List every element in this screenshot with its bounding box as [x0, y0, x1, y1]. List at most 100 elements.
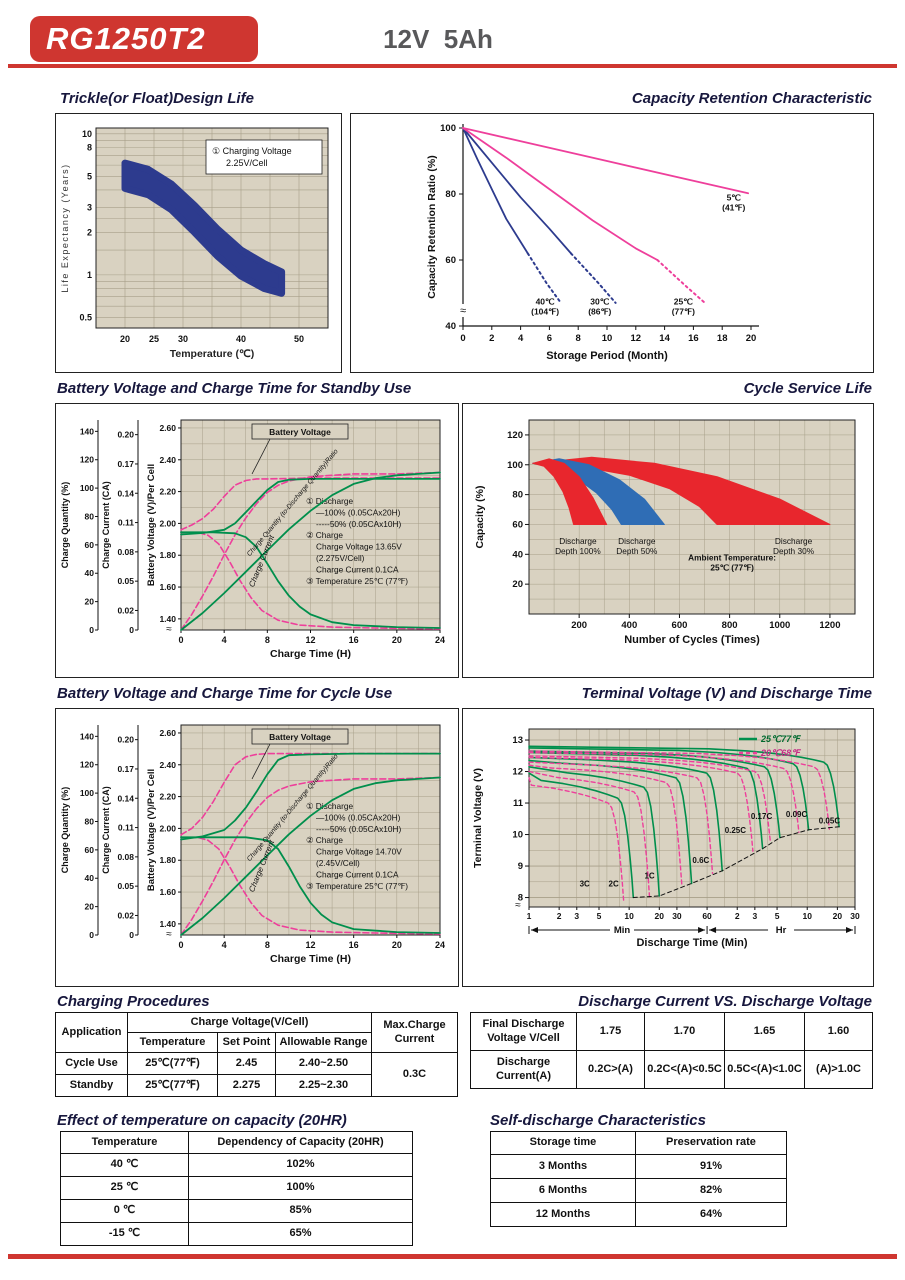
svg-text:8: 8: [265, 940, 270, 950]
discharge-curve-20c: [528, 756, 754, 852]
svg-text:1200: 1200: [819, 620, 840, 631]
svg-text:Charge Quantity (%): Charge Quantity (%): [60, 787, 70, 874]
svg-text:Charge Quantity (%): Charge Quantity (%): [60, 482, 70, 569]
temp-capacity-cell: 40 ℃: [60, 1153, 189, 1177]
svg-text:0.20: 0.20: [117, 430, 134, 440]
current-50-line: [180, 531, 441, 630]
svg-text:6: 6: [547, 333, 552, 344]
section-title-self-discharge: Self-discharge Characteristics: [490, 1112, 706, 1129]
svg-text:18: 18: [717, 333, 728, 344]
section-title-charge-standby: Battery Voltage and Charge Time for Stan…: [57, 380, 412, 397]
charging-cell-max-current: 0.3C: [371, 1052, 458, 1097]
svg-text:0.02: 0.02: [117, 605, 134, 615]
self-discharge-cell: 6 Months: [490, 1178, 636, 1203]
svg-text:2: 2: [489, 333, 494, 344]
svg-text:Life Expectancy (Years): Life Expectancy (Years): [60, 163, 70, 292]
voltage-100-line: [180, 752, 441, 841]
svg-text:120: 120: [80, 455, 94, 465]
svg-text:0: 0: [460, 333, 465, 344]
knee-line: [632, 826, 840, 898]
section-title-charge-cycle: Battery Voltage and Charge Time for Cycl…: [57, 685, 393, 702]
discharge-curve-20c: [528, 755, 771, 841]
svg-text:2C: 2C: [609, 880, 619, 889]
discharge-curve-20c: [528, 764, 683, 887]
svg-text:2.20: 2.20: [159, 792, 176, 802]
section-title-terminal-voltage: Terminal Voltage (V) and Discharge Time: [581, 685, 872, 702]
charging-header-temperature: Temperature: [127, 1032, 218, 1053]
svg-text:8: 8: [265, 635, 270, 645]
discharge-curve-20c: [528, 777, 625, 901]
temp-capacity-cell: 102%: [188, 1153, 413, 1177]
svg-text:0: 0: [178, 940, 183, 950]
svg-text:40: 40: [445, 321, 456, 332]
svg-text:-----50% (0.05CAx10H): -----50% (0.05CAx10H): [316, 519, 402, 529]
svg-text:80: 80: [512, 490, 523, 501]
svg-text:1.40: 1.40: [159, 614, 176, 624]
svg-text:12: 12: [631, 333, 642, 344]
svg-text:40: 40: [85, 568, 95, 578]
svg-text:12: 12: [305, 635, 315, 645]
svg-text:200: 200: [571, 620, 587, 631]
temp-capacity-table: Temperature Dependency of Capacity (20HR…: [60, 1131, 413, 1246]
charging-header-charge-voltage: Charge Voltage(V/Cell): [127, 1012, 372, 1033]
svg-text:30℃: 30℃: [590, 297, 609, 307]
svg-text:Battery Voltage: Battery Voltage: [269, 732, 331, 742]
svg-text:120: 120: [507, 430, 523, 441]
svg-text:0.17: 0.17: [117, 764, 134, 774]
temp-capacity-cell: 0 ℃: [60, 1199, 189, 1223]
svg-text:Temperature (℃): Temperature (℃): [170, 348, 255, 360]
svg-text:Battery Voltage (V)/Per Cell: Battery Voltage (V)/Per Cell: [146, 464, 157, 586]
svg-text:(2.275V/Cell): (2.275V/Cell): [316, 553, 365, 563]
svg-text:20: 20: [512, 579, 523, 590]
temp-capacity-cell: -15 ℃: [60, 1222, 189, 1246]
svg-text:0.14: 0.14: [117, 793, 134, 803]
quantity-100-line: [180, 776, 441, 936]
svg-text:20: 20: [833, 911, 843, 921]
svg-text:1000: 1000: [769, 620, 790, 631]
svg-text:14: 14: [659, 333, 670, 344]
svg-text:20: 20: [746, 333, 757, 344]
svg-text:Min: Min: [614, 925, 631, 936]
svg-text:(104℉): (104℉): [531, 307, 559, 317]
svg-text:1.80: 1.80: [159, 855, 176, 865]
svg-text:Charge Current 0.1CA: Charge Current 0.1CA: [316, 869, 399, 879]
svg-text:11: 11: [513, 798, 524, 809]
svg-text:25℃77℉: 25℃77℉: [760, 734, 801, 744]
self-discharge-cell: 12 Months: [490, 1202, 636, 1227]
charging-header-application: Application: [55, 1012, 128, 1053]
charging-header-max-current: Max.Charge Current: [371, 1012, 458, 1053]
svg-text:Depth 30%: Depth 30%: [773, 546, 815, 556]
svg-text:3: 3: [574, 911, 579, 921]
cycle-life-blade: [532, 456, 831, 525]
self-discharge-header: Storage time: [490, 1131, 636, 1155]
cycle-life-blade: [532, 458, 608, 525]
section-title-discharge-voltage: Discharge Current VS. Discharge Voltage: [578, 993, 872, 1010]
svg-text:30: 30: [178, 334, 188, 344]
svg-text:100: 100: [507, 460, 523, 471]
svg-text:0.17: 0.17: [117, 459, 134, 469]
charging-header-allowable-range: Allowable Range: [275, 1032, 372, 1053]
svg-text:2.60: 2.60: [159, 728, 176, 738]
svg-text:40: 40: [236, 334, 246, 344]
svg-text:100: 100: [440, 123, 456, 134]
svg-text:Number of Cycles (Times): Number of Cycles (Times): [624, 634, 760, 646]
svg-text:60: 60: [85, 540, 95, 550]
discharge-curve-20c: [528, 770, 651, 900]
current-100-line: [180, 531, 441, 629]
svg-text:4: 4: [222, 940, 227, 950]
svg-text:≈: ≈: [460, 305, 466, 317]
self-discharge-cell: 3 Months: [490, 1154, 636, 1179]
self-discharge-header: Preservation rate: [635, 1131, 787, 1155]
svg-text:3: 3: [87, 203, 92, 213]
svg-text:12: 12: [305, 940, 315, 950]
svg-text:0.05C: 0.05C: [819, 817, 841, 826]
section-title-cycle-life: Cycle Service Life: [743, 380, 872, 397]
cycle-service-life-panel: Discharge Depth 30% Discharge Depth 50% Disc…: [462, 403, 874, 678]
svg-text:140: 140: [80, 731, 94, 741]
quantity-100-line: [180, 471, 441, 631]
retention-series: [462, 127, 659, 261]
temp-capacity-header: Temperature: [60, 1131, 189, 1154]
svg-text:① Discharge: ① Discharge: [306, 496, 353, 506]
